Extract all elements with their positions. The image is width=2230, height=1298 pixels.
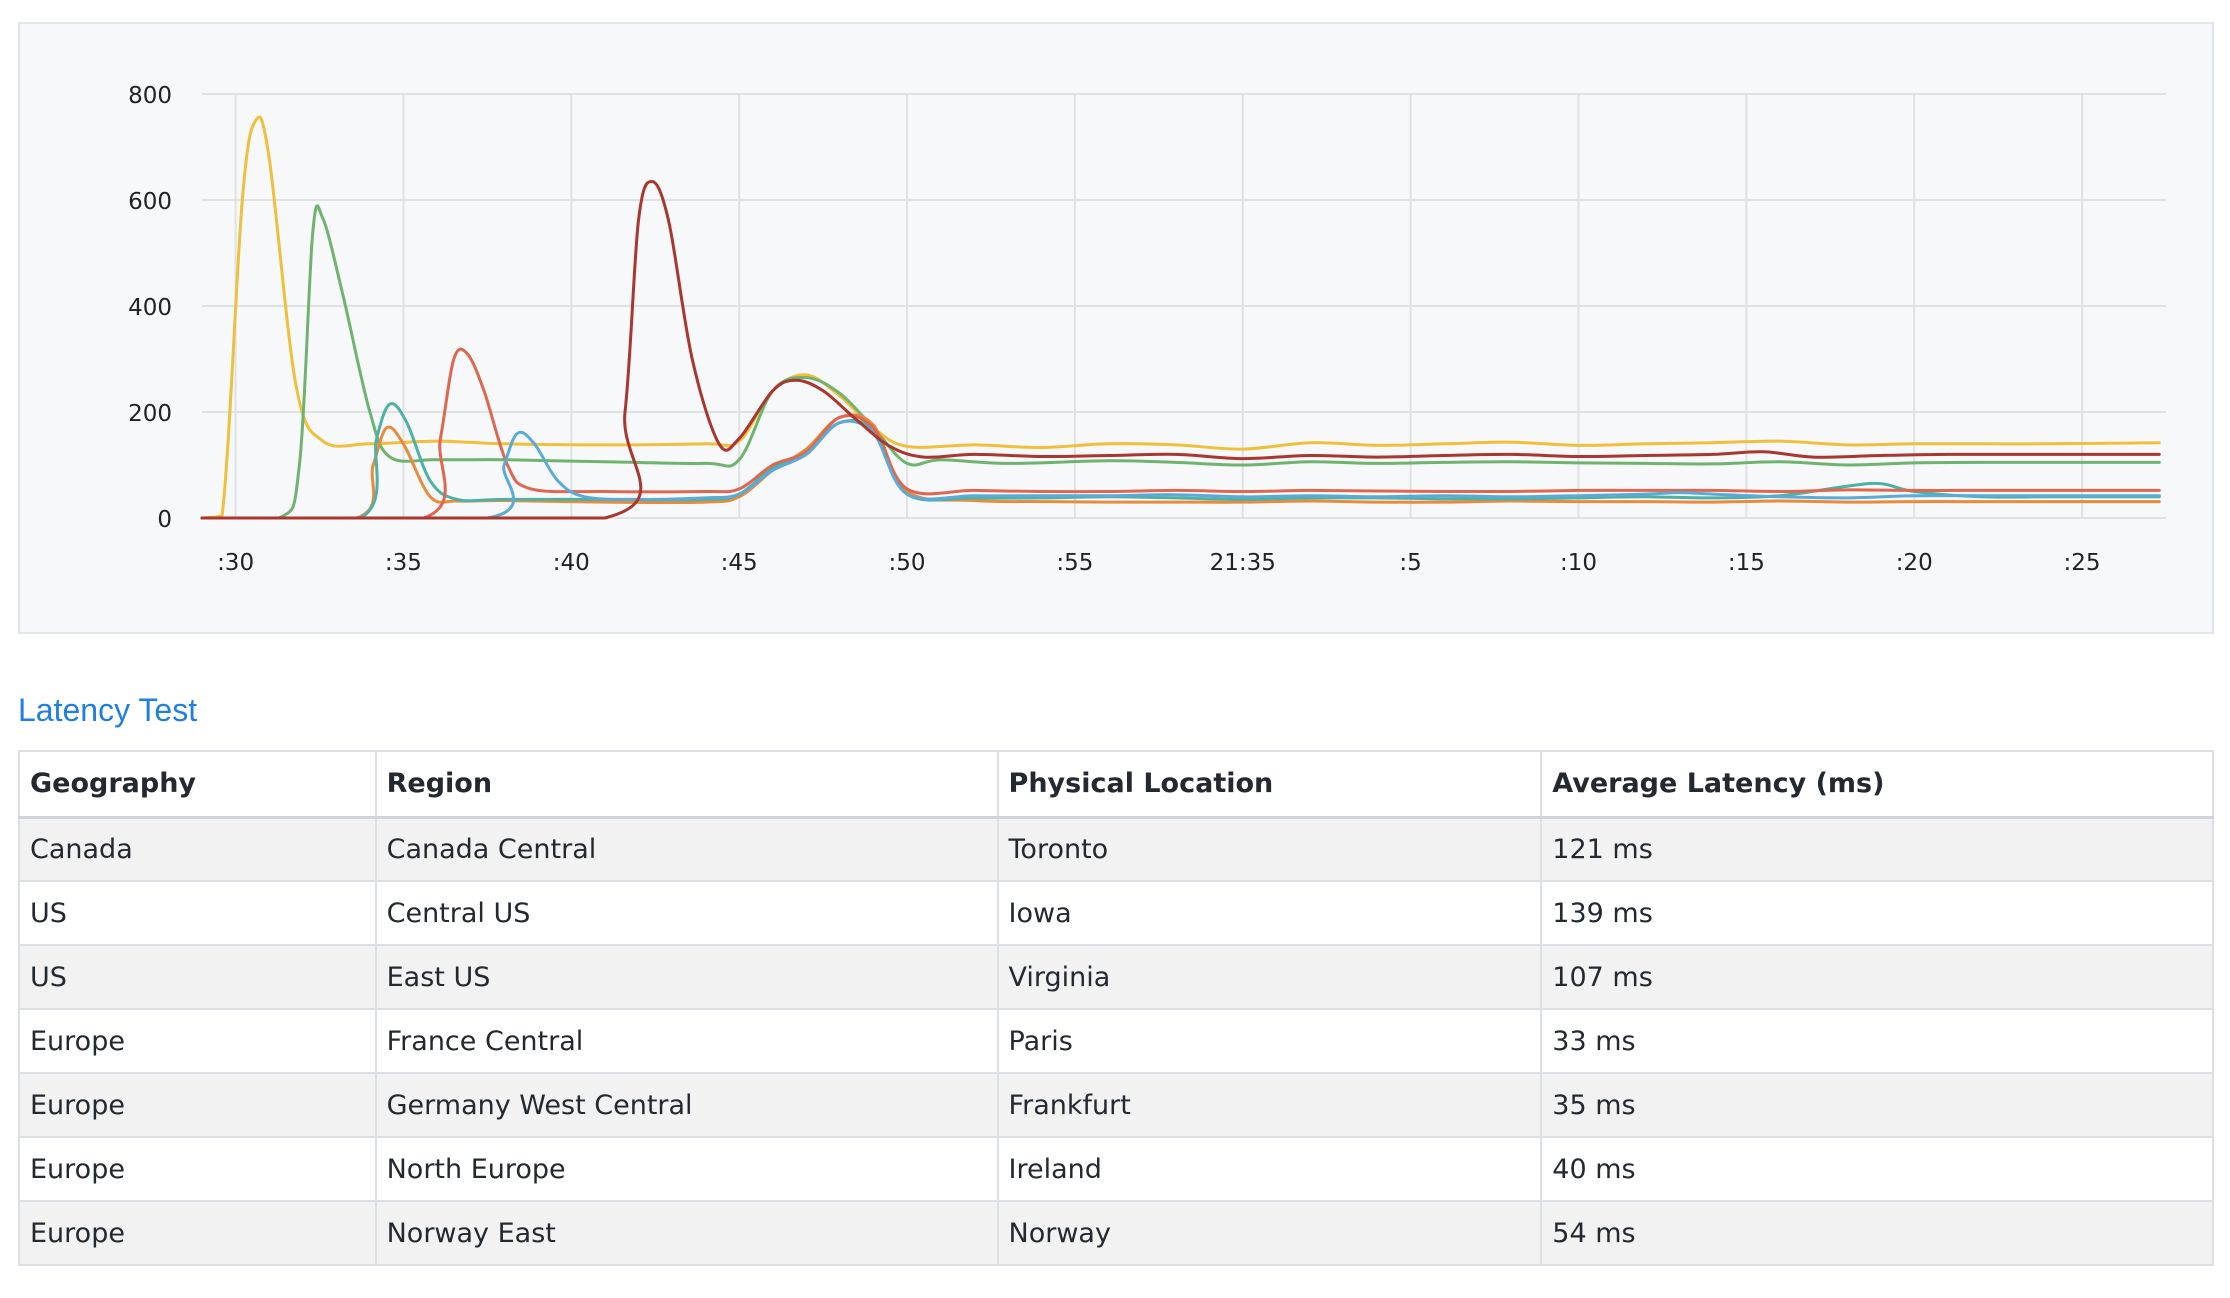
cell-average-latency: 121 ms — [1540, 816, 2214, 882]
cell-geography: Europe — [18, 1072, 377, 1138]
series-line-1 — [200, 115, 2161, 520]
cell-physical-location: Norway — [996, 1200, 1543, 1266]
cell-physical-location: Iowa — [996, 880, 1543, 946]
x-tick-label: :40 — [553, 550, 590, 576]
x-tick-label: :45 — [721, 550, 758, 576]
series-line-3 — [200, 413, 2161, 520]
cell-region: Central US — [374, 880, 999, 946]
x-tick-label: :25 — [2064, 550, 2101, 576]
series-line-7 — [200, 180, 2161, 520]
column-header-region: Region — [374, 750, 999, 819]
cell-geography: Europe — [18, 1008, 377, 1074]
x-tick-label: 21:35 — [1210, 550, 1276, 576]
cell-geography: US — [18, 944, 377, 1010]
table-row: US Central US Iowa 139 ms — [18, 880, 2214, 946]
cell-average-latency: 139 ms — [1540, 880, 2214, 946]
cell-geography: Europe — [18, 1200, 377, 1266]
series-line-2 — [200, 204, 2161, 520]
x-tick-label: :35 — [385, 550, 422, 576]
cell-average-latency: 107 ms — [1540, 944, 2214, 1010]
cell-physical-location: Ireland — [996, 1136, 1543, 1202]
cell-geography: US — [18, 880, 377, 946]
section-title-latency-test[interactable]: Latency Test — [18, 692, 198, 728]
cell-region: North Europe — [374, 1136, 999, 1202]
table-row: Europe Germany West Central Frankfurt 35… — [18, 1072, 2214, 1138]
series-line-4 — [200, 402, 2161, 520]
latency-chart-panel: 0 200 400 600 800 :30 :35 :40 :45 :50 :55 21:35 :5 :1… — [18, 22, 2214, 634]
series-line-5 — [200, 347, 2161, 520]
x-tick-label: :20 — [1896, 550, 1933, 576]
cell-physical-location: Paris — [996, 1008, 1543, 1074]
cell-region: Germany West Central — [374, 1072, 999, 1138]
table-row: Europe Norway East Norway 54 ms — [18, 1200, 2214, 1266]
cell-region: Norway East — [374, 1200, 999, 1266]
table-row: Europe North Europe Ireland 40 ms — [18, 1136, 2214, 1202]
x-tick-label: :10 — [1560, 550, 1597, 576]
column-header-geography: Geography — [18, 750, 377, 819]
cell-average-latency: 54 ms — [1540, 1200, 2214, 1266]
cell-region: France Central — [374, 1008, 999, 1074]
cell-physical-location: Virginia — [996, 944, 1543, 1010]
cell-geography: Canada — [18, 816, 377, 882]
cell-region: East US — [374, 944, 999, 1010]
y-tick-label: 400 — [128, 295, 172, 321]
x-tick-label: :30 — [217, 550, 254, 576]
table-header-row: Geography Region Physical Location Avera… — [18, 750, 2214, 819]
cell-region: Canada Central — [374, 816, 999, 882]
cell-geography: Europe — [18, 1136, 377, 1202]
table-row: US East US Virginia 107 ms — [18, 944, 2214, 1010]
cell-average-latency: 40 ms — [1540, 1136, 2214, 1202]
x-tick-label: :55 — [1056, 550, 1093, 576]
table-row: Canada Canada Central Toronto 121 ms — [18, 816, 2214, 882]
cell-average-latency: 33 ms — [1540, 1008, 2214, 1074]
x-tick-label: :50 — [889, 550, 926, 576]
y-tick-label: 800 — [128, 83, 172, 109]
y-tick-label: 600 — [128, 189, 172, 215]
x-tick-label: :15 — [1728, 550, 1765, 576]
column-header-average-latency: Average Latency (ms) — [1540, 750, 2214, 819]
y-tick-label: 200 — [128, 401, 172, 427]
latency-line-chart: 0 200 400 600 800 :30 :35 :40 :45 :50 :55 21:35 :5 :1… — [128, 83, 2166, 576]
table-row: Europe France Central Paris 33 ms — [18, 1008, 2214, 1074]
y-tick-label: 0 — [157, 507, 172, 533]
series-line-6 — [200, 419, 2161, 520]
column-header-physical-location: Physical Location — [996, 750, 1543, 819]
cell-physical-location: Frankfurt — [996, 1072, 1543, 1138]
x-tick-label: :5 — [1399, 550, 1421, 576]
cell-average-latency: 35 ms — [1540, 1072, 2214, 1138]
cell-physical-location: Toronto — [996, 816, 1543, 882]
latency-table: Geography Region Physical Location Avera… — [18, 750, 2214, 1266]
